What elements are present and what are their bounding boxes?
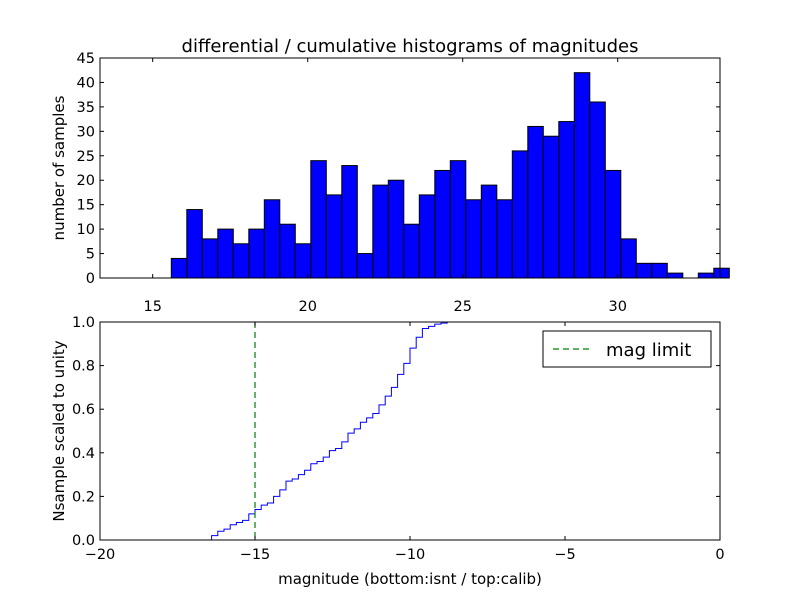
histogram-bars [170, 72, 730, 279]
histogram-bar [279, 223, 296, 279]
x-tick-label: 30 [608, 299, 626, 315]
y-tick-label: 40 [77, 75, 95, 91]
histogram-bar [310, 160, 327, 279]
top-histogram-axes: differential / cumulative histograms of … [50, 36, 730, 315]
histogram-bar [511, 150, 529, 279]
bottom-x-axis-label: magnitude (bottom:isnt / top:calib) [278, 570, 542, 588]
legend: mag limit [542, 330, 712, 368]
top-axes-frame [99, 57, 721, 279]
histogram-bar [170, 257, 188, 279]
bottom-cumulative-axes: 0.0 0.2 0.4 0.6 0.8 1.0 −20 −15 −10 −5 0 magnitud… [50, 315, 725, 588]
y-tick-label: 0.8 [72, 359, 95, 375]
y-tick-label: 20 [77, 173, 95, 189]
x-tick-label: 0 [715, 547, 724, 563]
y-tick-label: 25 [77, 149, 95, 165]
histogram-bar [294, 243, 312, 279]
histogram-bar [186, 209, 203, 279]
x-tick-label: −20 [85, 547, 116, 563]
histogram-bar [496, 199, 513, 279]
histogram-bar [232, 243, 250, 279]
y-tick-label: 0 [86, 271, 95, 287]
x-tick-label: 20 [298, 299, 316, 315]
histogram-bar [325, 194, 343, 279]
histogram-bar [449, 160, 467, 279]
histogram-bar [480, 184, 498, 279]
y-tick-label: 0.0 [72, 533, 95, 549]
x-tick-label: −15 [240, 547, 271, 563]
y-tick-label: 15 [77, 198, 95, 214]
x-tick-label: 25 [453, 299, 471, 315]
y-tick-label: 5 [86, 247, 95, 263]
histogram-bar [372, 184, 389, 279]
histogram-bar [573, 72, 591, 279]
bottom-axes-frame [99, 321, 721, 541]
x-tick-label: −10 [395, 547, 426, 563]
top-y-ticks: 0 5 10 15 20 25 30 35 40 45 [77, 51, 720, 287]
top-y-axis-label: number of samples [50, 95, 68, 240]
histogram-bar [635, 262, 653, 279]
y-tick-label: 0.6 [72, 402, 95, 418]
chart-title: differential / cumulative histograms of … [182, 36, 639, 57]
histogram-bar [542, 135, 560, 279]
histogram-bar [713, 267, 730, 279]
histogram-bar [666, 272, 684, 279]
histogram-bar [527, 125, 544, 279]
y-tick-label: 45 [77, 51, 95, 67]
y-tick-label: 0.2 [72, 489, 95, 505]
top-x-ticks: 15 20 25 30 [143, 58, 627, 315]
histogram-bar [217, 228, 234, 279]
histogram-bar [341, 165, 358, 279]
histogram-bar [604, 169, 622, 279]
cumulative-step-line [100, 321, 479, 541]
histogram-bar [248, 228, 265, 279]
histogram-bar [356, 253, 374, 279]
y-tick-label: 10 [77, 222, 95, 238]
histogram-bar [434, 169, 451, 279]
histogram-bar [201, 238, 219, 279]
histogram-bar [651, 262, 668, 279]
y-tick-label: 0.4 [72, 446, 95, 462]
legend-mag-limit-label: mag limit [606, 340, 691, 361]
bottom-y-axis-label: Nsample scaled to unity [50, 340, 68, 521]
x-tick-label: 15 [143, 299, 161, 315]
y-tick-label: 1.0 [72, 315, 95, 331]
histogram-bar [697, 272, 715, 279]
y-tick-label: 30 [77, 124, 95, 140]
y-tick-label: 35 [77, 100, 95, 116]
histogram-bar [418, 194, 436, 279]
histogram-bar [465, 199, 482, 279]
histogram-bar [589, 101, 606, 279]
bottom-y-ticks: 0.0 0.2 0.4 0.6 0.8 1.0 [72, 315, 720, 549]
histogram-bar [558, 121, 575, 279]
bottom-x-ticks: −20 −15 −10 −5 0 [85, 322, 725, 563]
histogram-bar [263, 199, 281, 279]
histogram-bar [387, 179, 405, 279]
histogram-bar [620, 238, 637, 279]
legend-box [542, 330, 712, 368]
histogram-bar [403, 223, 420, 279]
x-tick-label: −5 [554, 547, 575, 563]
